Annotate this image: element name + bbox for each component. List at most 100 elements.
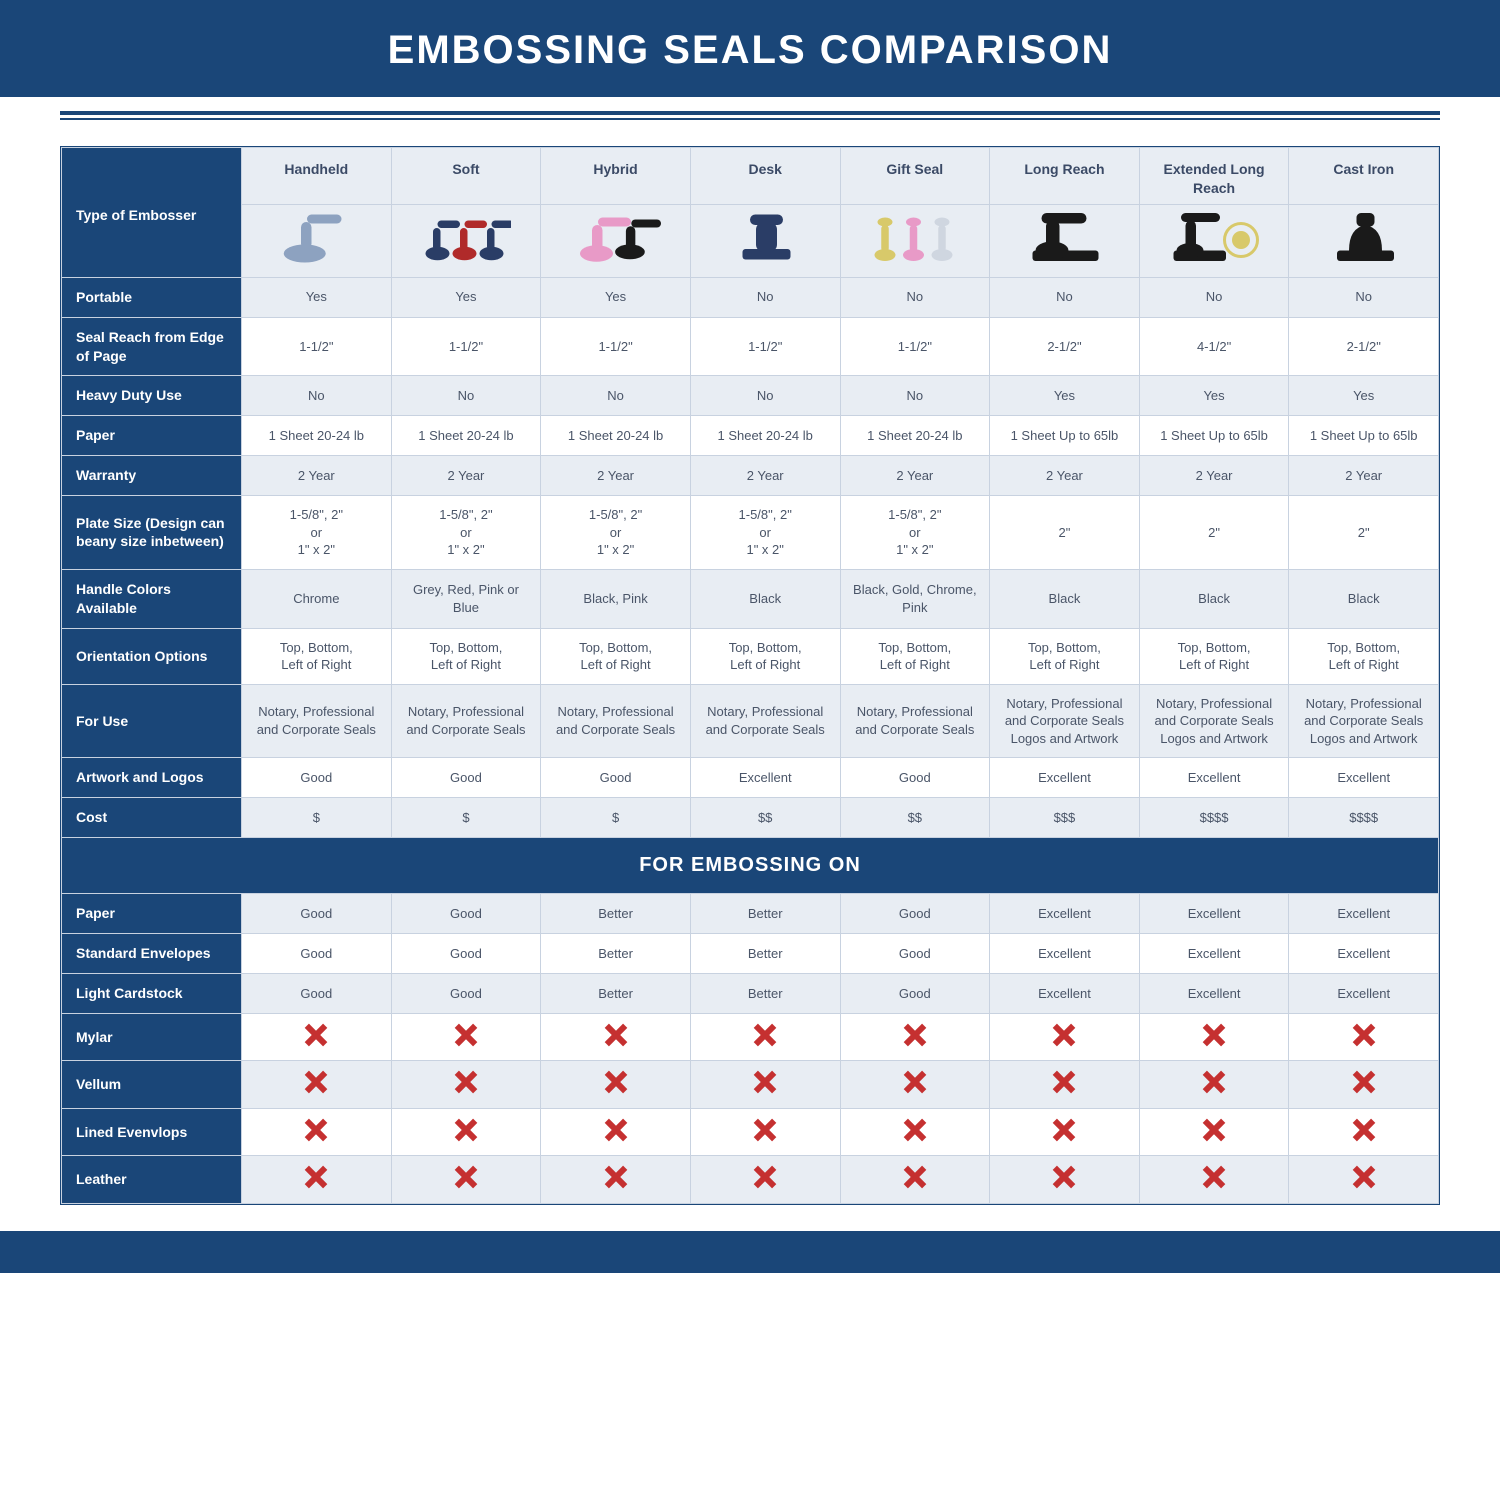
x-icon <box>1053 1166 1075 1188</box>
table-cell <box>1289 1061 1439 1109</box>
title-divider <box>60 111 1440 120</box>
table-cell: 1-5/8", 2"or1" x 2" <box>391 496 541 570</box>
table-cell <box>840 1013 990 1061</box>
table-cell <box>690 1061 840 1109</box>
table-cell: 2 Year <box>840 456 990 496</box>
x-icon <box>904 1166 926 1188</box>
table-cell: Black <box>1139 569 1289 628</box>
table-cell: Good <box>391 973 541 1013</box>
table-row: For UseNotary, Professional and Corporat… <box>62 684 1439 758</box>
column-header: Hybrid <box>541 148 691 205</box>
table-cell: Better <box>541 933 691 973</box>
x-icon <box>1053 1071 1075 1093</box>
table-cell: Top, Bottom,Left of Right <box>690 628 840 684</box>
table-cell: Good <box>242 894 392 934</box>
table-cell: Top, Bottom,Left of Right <box>840 628 990 684</box>
page-title: EMBOSSING SEALS COMPARISON <box>0 0 1500 97</box>
table-cell: 1 Sheet Up to 65lb <box>1139 416 1289 456</box>
table-cell: 2" <box>1289 496 1439 570</box>
table-cell <box>990 1156 1140 1204</box>
table-cell: No <box>690 376 840 416</box>
row-label: Seal Reach from Edge of Page <box>62 317 242 376</box>
table-cell: Better <box>541 973 691 1013</box>
table-cell: Notary, Professional and Corporate Seals <box>541 684 691 758</box>
table-cell: Yes <box>391 277 541 317</box>
table-cell: Excellent <box>1289 894 1439 934</box>
table-row: Paper1 Sheet 20-24 lb1 Sheet 20-24 lb1 S… <box>62 416 1439 456</box>
table-row: Seal Reach from Edge of Page1-1/2"1-1/2"… <box>62 317 1439 376</box>
table-cell: Good <box>242 758 392 798</box>
x-icon <box>1053 1119 1075 1141</box>
table-cell: Top, Bottom,Left of Right <box>990 628 1140 684</box>
table-cell: Excellent <box>990 758 1140 798</box>
table-cell: $$$$ <box>1289 798 1439 838</box>
row-label: Mylar <box>62 1013 242 1061</box>
table-cell <box>1289 1108 1439 1156</box>
table-cell: Top, Bottom,Left of Right <box>1289 628 1439 684</box>
table-cell: Notary, Professional and Corporate Seals <box>391 684 541 758</box>
table-header-row: Type of EmbosserHandheldSoftHybridDeskGi… <box>62 148 1439 205</box>
x-icon <box>455 1024 477 1046</box>
row-label: Handle Colors Available <box>62 569 242 628</box>
table-cell: 1 Sheet 20-24 lb <box>391 416 541 456</box>
table-cell: Excellent <box>990 894 1140 934</box>
table-cell <box>242 1013 392 1061</box>
table-row: Orientation OptionsTop, Bottom,Left of R… <box>62 628 1439 684</box>
table-cell: Top, Bottom,Left of Right <box>242 628 392 684</box>
x-icon <box>305 1024 327 1046</box>
table-cell: Top, Bottom,Left of Right <box>391 628 541 684</box>
x-icon <box>305 1166 327 1188</box>
table-cell: 1-5/8", 2"or1" x 2" <box>242 496 392 570</box>
table-cell <box>1289 1156 1439 1204</box>
table-cell <box>541 1156 691 1204</box>
column-header: Handheld <box>242 148 392 205</box>
table-cell <box>541 1108 691 1156</box>
table-cell: Good <box>391 894 541 934</box>
table-cell <box>990 1013 1140 1061</box>
table-cell: No <box>1139 277 1289 317</box>
x-icon <box>1353 1024 1375 1046</box>
table-cell: Excellent <box>1139 894 1289 934</box>
row-label: Leather <box>62 1156 242 1204</box>
table-cell: 4-1/2" <box>1139 317 1289 376</box>
x-icon <box>605 1024 627 1046</box>
table-cell: 1 Sheet 20-24 lb <box>242 416 392 456</box>
table-cell: Notary, Professional and Corporate Seals <box>690 684 840 758</box>
x-icon <box>605 1119 627 1141</box>
table-cell: 1-1/2" <box>242 317 392 376</box>
table-row: Leather <box>62 1156 1439 1204</box>
table-cell <box>840 1156 990 1204</box>
table-cell: Top, Bottom,Left of Right <box>1139 628 1289 684</box>
table-cell: Top, Bottom,Left of Right <box>541 628 691 684</box>
x-icon <box>305 1119 327 1141</box>
table-cell: No <box>840 376 990 416</box>
table-cell: Excellent <box>1289 973 1439 1013</box>
table-row: Lined Evenvlops <box>62 1108 1439 1156</box>
table-cell: 2 Year <box>1289 456 1439 496</box>
table-cell: 1-5/8", 2"or1" x 2" <box>840 496 990 570</box>
x-icon <box>754 1166 776 1188</box>
table-cell: 1-1/2" <box>541 317 691 376</box>
footer-band <box>0 1231 1500 1273</box>
table-cell: Good <box>840 933 990 973</box>
x-icon <box>1353 1119 1375 1141</box>
x-icon <box>605 1166 627 1188</box>
table-cell: $ <box>391 798 541 838</box>
column-header: Desk <box>690 148 840 205</box>
table-cell: Notary, Professional and Corporate Seals <box>242 684 392 758</box>
table-cell: 1-5/8", 2"or1" x 2" <box>690 496 840 570</box>
table-cell: 1-1/2" <box>690 317 840 376</box>
x-icon <box>1203 1024 1225 1046</box>
row-label: Orientation Options <box>62 628 242 684</box>
table-cell <box>690 1156 840 1204</box>
table-cell <box>1139 1013 1289 1061</box>
table-cell: Black <box>1289 569 1439 628</box>
table-cell: $$ <box>690 798 840 838</box>
embosser-icon <box>1289 204 1439 277</box>
table-cell: 2 Year <box>391 456 541 496</box>
table-cell <box>1289 1013 1439 1061</box>
x-icon <box>904 1119 926 1141</box>
table-cell: 1 Sheet 20-24 lb <box>840 416 990 456</box>
table-cell: Good <box>391 758 541 798</box>
table-cell <box>840 1061 990 1109</box>
